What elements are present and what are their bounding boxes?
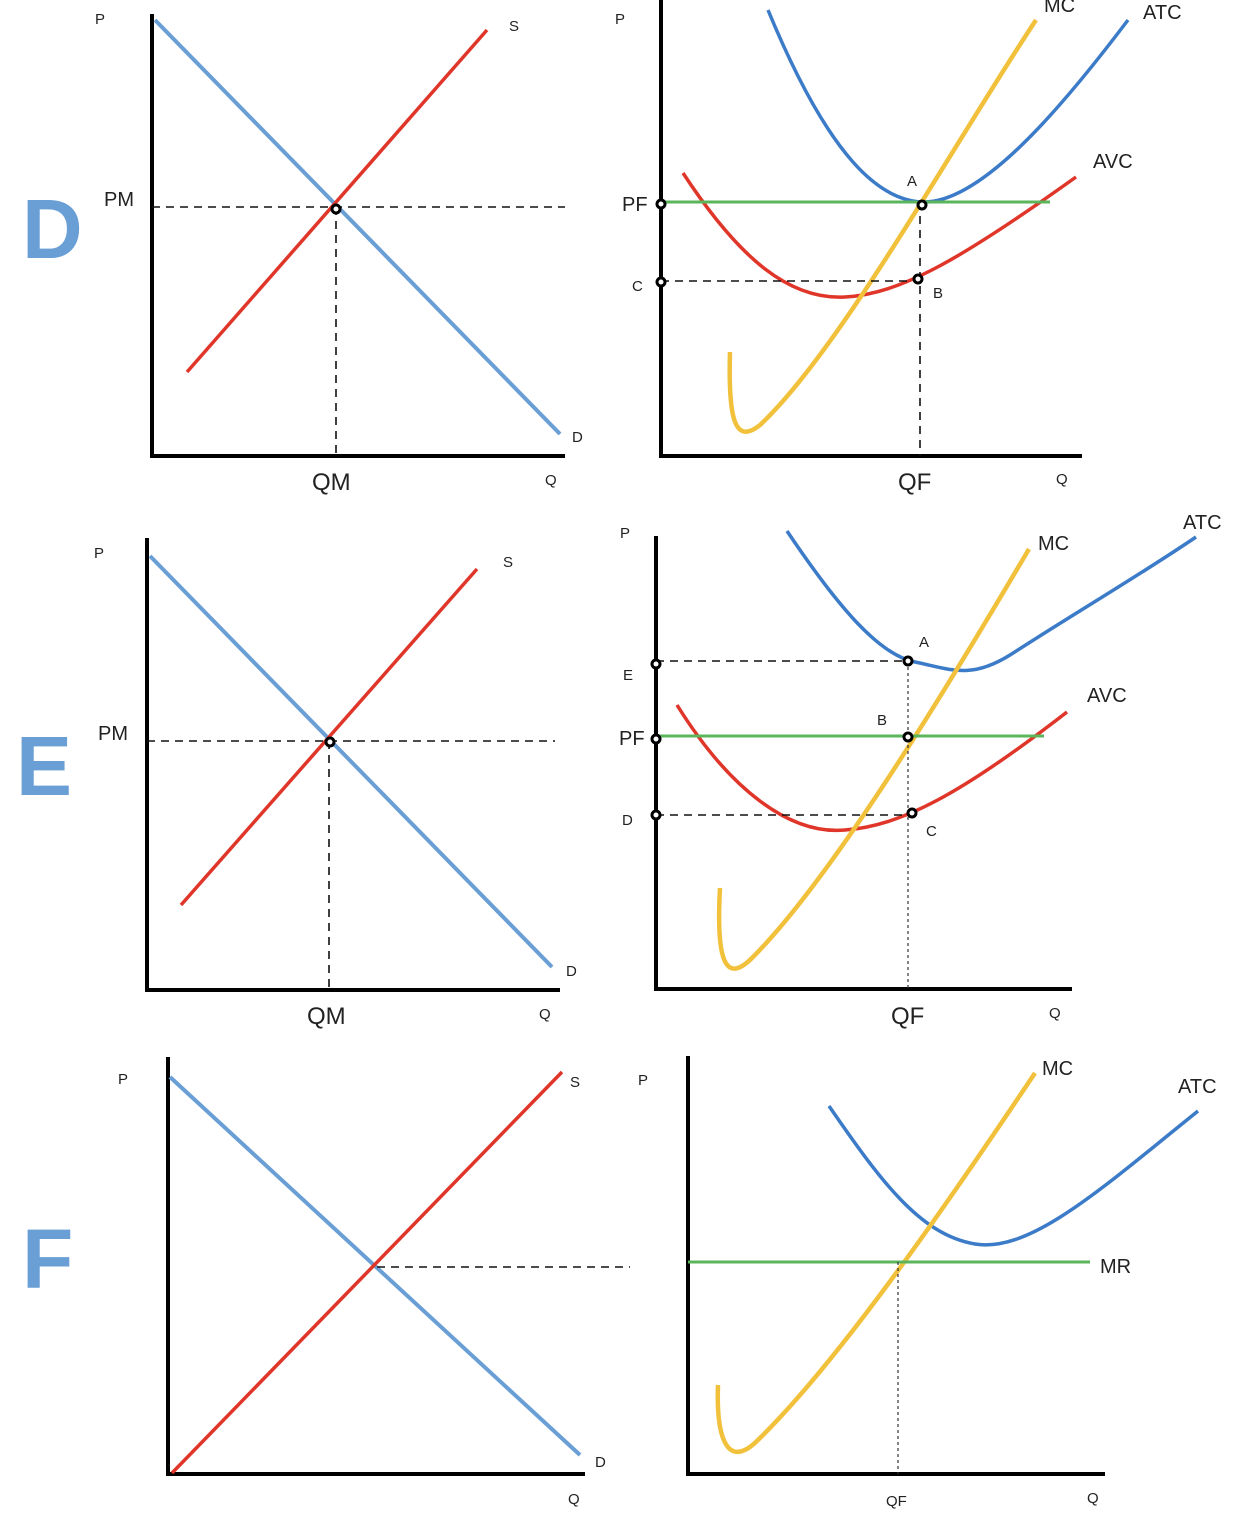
firm-axes-e	[654, 536, 1072, 991]
market-price-label-d: PM	[104, 189, 134, 211]
d-axis-point-e	[650, 809, 662, 821]
pf-axis-point-d	[655, 198, 667, 210]
equilibrium-point-d	[330, 203, 342, 215]
demand-curve-d	[153, 18, 562, 436]
atc-curve-e	[785, 530, 1197, 673]
point-b-e	[902, 731, 914, 743]
price-d-label-e: D	[622, 812, 633, 829]
firm-price-label-e: PF	[619, 728, 645, 750]
price-e-label-e: E	[623, 667, 633, 684]
market-axes-d	[150, 14, 565, 458]
mc-curve-d	[727, 18, 1038, 434]
atc-label-f: ATC	[1178, 1076, 1217, 1098]
demand-curve-e	[148, 554, 554, 969]
point-c-e	[906, 807, 918, 819]
market-graph-e: P PM S D QM Q	[94, 538, 577, 1030]
market-graph-d: P PM S D QM Q	[95, 11, 583, 496]
avc-curve-e	[675, 704, 1069, 833]
market-q-label-f: Q	[568, 1491, 580, 1508]
firm-axes-f	[686, 1056, 1105, 1476]
firm-price-label-d: PF	[622, 194, 648, 216]
row-f: F P S D Q P MC ATC MR QF Q	[22, 1056, 1217, 1510]
e-axis-point-e	[650, 658, 662, 670]
point-a-d	[916, 199, 928, 211]
mc-curve-e	[716, 547, 1031, 971]
market-graph-f: P S D Q	[118, 1057, 630, 1508]
supply-label-e: S	[503, 554, 513, 571]
market-q-label-e: Q	[539, 1006, 551, 1023]
demand-label-f: D	[595, 1454, 606, 1471]
avc-label-e: AVC	[1087, 685, 1127, 707]
supply-label-f: S	[570, 1074, 580, 1091]
mc-curve-f	[715, 1071, 1037, 1455]
point-a-label-d: A	[907, 173, 917, 190]
point-b-d	[912, 273, 924, 285]
supply-curve-d	[185, 28, 489, 374]
atc-label-d: ATC	[1143, 2, 1182, 24]
firm-quantity-label-d: QF	[898, 469, 931, 496]
atc-curve-d	[766, 9, 1130, 204]
pf-axis-point-e	[650, 733, 662, 745]
row-e: E P PM S D QM Q	[16, 512, 1222, 1030]
firm-graph-d: P PF C A B MC ATC AVC QF Q	[615, 0, 1182, 496]
market-axes-e	[145, 538, 560, 992]
supply-curve-f	[170, 1070, 564, 1475]
firm-graph-e: P E PF D A B C MC ATC AVC QF Q	[619, 512, 1222, 1030]
firm-p-label-d: P	[615, 11, 625, 28]
market-p-label-f: P	[118, 1071, 128, 1088]
firm-quantity-label-e: QF	[891, 1003, 924, 1030]
market-axes-f	[166, 1057, 585, 1476]
firm-graph-f: P MC ATC MR QF Q	[638, 1056, 1217, 1510]
market-p-label-d: P	[95, 11, 105, 28]
point-b-label-d: B	[933, 285, 943, 302]
market-price-label-e: PM	[98, 723, 128, 745]
c-axis-point-d	[655, 276, 667, 288]
firm-q-label-d: Q	[1056, 471, 1068, 488]
market-q-label-d: Q	[545, 472, 557, 489]
mc-label-e: MC	[1038, 533, 1069, 555]
atc-label-e: ATC	[1183, 512, 1222, 534]
point-c-label-e: C	[926, 823, 937, 840]
mr-label-f: MR	[1100, 1256, 1131, 1278]
firm-p-label-f: P	[638, 1072, 648, 1089]
firm-q-label-f: Q	[1087, 1490, 1099, 1507]
point-a-e	[902, 655, 914, 667]
mc-label-f: MC	[1042, 1058, 1073, 1080]
row-letter-d: D	[22, 182, 83, 276]
firm-quantity-label-f: QF	[886, 1493, 907, 1510]
point-b-label-e: B	[877, 712, 887, 729]
price-c-label-d: C	[632, 278, 643, 295]
firm-p-label-e: P	[620, 525, 630, 542]
row-letter-f: F	[22, 1212, 73, 1306]
avc-label-d: AVC	[1093, 151, 1133, 173]
firm-q-label-e: Q	[1049, 1005, 1061, 1022]
avc-curve-d	[681, 172, 1078, 299]
point-a-label-e: A	[919, 634, 929, 651]
equilibrium-point-e	[324, 736, 336, 748]
firm-axes-d	[659, 0, 1082, 458]
market-p-label-e: P	[94, 545, 104, 562]
row-d: D P PM S D QM Q	[22, 0, 1182, 496]
mc-label-d: MC	[1044, 0, 1075, 17]
market-quantity-label-e: QM	[307, 1003, 346, 1030]
row-letter-e: E	[16, 719, 72, 813]
atc-curve-f	[827, 1105, 1200, 1247]
demand-label-e: D	[566, 963, 577, 980]
supply-label-d: S	[509, 18, 519, 35]
market-quantity-label-d: QM	[312, 469, 351, 496]
demand-label-d: D	[572, 429, 583, 446]
